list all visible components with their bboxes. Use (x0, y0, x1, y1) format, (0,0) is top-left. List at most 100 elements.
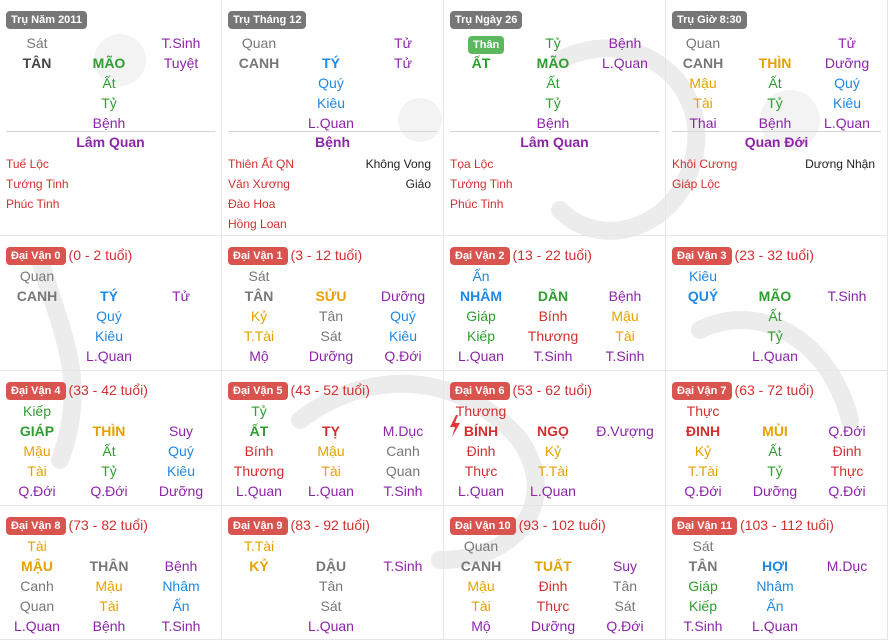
chart-cell-text: Kiêu (94, 328, 124, 344)
symbolic-star: Giáp Lộc (672, 177, 721, 191)
chart-cell-text: HỢI (762, 558, 788, 574)
chart-cell-text: Ất (768, 308, 782, 324)
chart-cell-text: Kỷ (250, 308, 268, 324)
chart-cell-text: Tân (318, 308, 344, 324)
chart-cell-text: Kiếp (22, 403, 52, 419)
chart-cell-text: Tỷ (545, 35, 561, 51)
luck-pillar-tag: Đại Vận 3 (672, 247, 732, 265)
chart-cell-text: ẤT (249, 423, 269, 439)
chart-cell-text: Quý (318, 75, 344, 91)
chart-cell-text: Tỷ (767, 463, 783, 479)
chart-cell-text: L.Quan (86, 348, 132, 364)
chart-cell-text: L.Quan (824, 115, 870, 131)
chart-cell-text: Giáp (688, 578, 718, 594)
symbolic-star: Dương Nhận (805, 157, 875, 171)
chart-cell-text: Bệnh (92, 618, 126, 634)
chart-cell-text: Tân (318, 578, 344, 594)
chart-cell-text: Canh (386, 443, 420, 459)
chart-cell-text: Kiêu (832, 95, 862, 111)
chart-cell-text: Ất (768, 75, 782, 91)
chart-cell-text: BÍNH (463, 423, 499, 439)
chart-cell-text: Q.Đới (684, 483, 722, 499)
chart-cell-text: Đ.Vượng (596, 423, 654, 439)
chart-cell-text: Q.Đới (18, 483, 56, 499)
chart-cell-text: CANH (460, 558, 502, 574)
chart-cell-text: KỶ (249, 558, 269, 574)
luck-pillar-cell: Đại Vận 0 (0 - 2 tuổi) Quan CANH TÝ Tử Quý Kiêu… (0, 236, 222, 371)
luck-pillar-cell: Đại Vận 3 (23 - 32 tuổi) Kiêu QUÝ MÃO T.Sinh Ấ… (666, 236, 888, 371)
chart-cell-text: Mộ (471, 618, 491, 634)
luck-pillar-cell: Đại Vận 4 (33 - 42 tuổi) Kiếp GIÁP THÌN Suy Mậ… (0, 371, 222, 506)
chart-cell-text: Tài (615, 328, 635, 344)
chart-cell-text: Tỷ (251, 403, 267, 419)
chart-cell-text: Tỷ (545, 95, 561, 111)
chart-cell-text: Ất (102, 443, 116, 459)
chart-cell-text: Tài (27, 463, 47, 479)
chart-cell-text: T.Sinh (533, 348, 573, 364)
chart-cell-text: Dưỡng (308, 348, 354, 364)
luck-pillar-header: Đại Vận 0 (0 - 2 tuổi) (6, 246, 132, 265)
chart-cell-text: Tỷ (767, 95, 783, 111)
symbolic-star: Giáo (405, 177, 431, 191)
pillar-cell: Trụ Năm 2011 Sát T.Sinh TÂN MÃO Tuyệt Ất Tỷ Bệnh… (0, 0, 222, 236)
chart-cell-text: Tài (321, 463, 341, 479)
age-range: (53 - 62 tuổi) (512, 381, 592, 398)
chart-cell-text: Đinh (538, 578, 568, 594)
chart-cell-text: Tử (838, 35, 856, 51)
chart-cell-text: Thực (830, 463, 864, 479)
chart-cell-text: NHÂM (460, 288, 502, 304)
luck-pillar-header: Đại Vận 8 (73 - 82 tuổi) (6, 516, 148, 535)
luck-pillar-header: Đại Vận 5 (43 - 52 tuổi) (228, 381, 370, 400)
chart-cell-text: T.Sinh (383, 483, 423, 499)
chart-cell-text: Thương (233, 463, 285, 479)
chart-cell-text: L.Quan (530, 483, 576, 499)
chart-cell-text: M.Dục (826, 558, 868, 574)
chart-cell-text: Quan (685, 35, 721, 51)
chart-cell-text: Q.Đới (90, 483, 128, 499)
symbolic-star: Phúc Tinh (450, 197, 504, 211)
luck-pillar-tag: Đại Vận 2 (450, 247, 510, 265)
symbolic-star: Hồng Loan (228, 217, 287, 231)
chart-cell-text: Mậu (611, 308, 639, 324)
chart-cell-text: Quý (168, 443, 194, 459)
chart-cell-text: DẦN (537, 288, 569, 304)
chart-cell-text: Dưỡng (530, 618, 576, 634)
chart-cell-text: TÂN (688, 558, 718, 574)
luck-pillar-cell: Đại Vận 10 (93 - 102 tuổi) Quan CANH TUẤT Suy… (444, 506, 666, 640)
chart-cell-text: Q.Đới (828, 423, 866, 439)
day-master-badge: Thân (468, 36, 505, 54)
chart-cell-text: L.Quan (752, 618, 798, 634)
chart-cell-text: Tử (394, 55, 412, 71)
chart-cell-text: T.Sinh (161, 35, 201, 51)
pillar-title-tag: Trụ Năm 2011 (6, 11, 87, 29)
chart-cell-text: MẬU (21, 558, 53, 574)
luck-pillar-tag: Đại Vận 6 (450, 382, 510, 400)
chart-cell-text: Ất (768, 443, 782, 459)
luck-pillar-tag: Đại Vận 8 (6, 517, 66, 535)
chart-cell-text: Ất (102, 75, 116, 91)
symbolic-star: Văn Xương (228, 177, 290, 191)
chart-cell-text: CANH (682, 55, 724, 71)
chart-cell-text: Giáp (466, 308, 496, 324)
luck-pillar-header: Đại Vận 9 (83 - 92 tuổi) (228, 516, 370, 535)
chart-cell-text: Quý (390, 308, 416, 324)
chart-cell-text: Q.Đới (384, 348, 422, 364)
symbolic-star: Thiên Ất QN (228, 157, 295, 171)
chart-cell-text: Tài (99, 598, 119, 614)
pillar-title-tag: Trụ Tháng 12 (228, 11, 307, 29)
chart-cell-text: Thực (464, 463, 498, 479)
symbolic-star: Tuế Lộc (6, 157, 49, 171)
chart-cell-text: Tuyệt (163, 55, 199, 71)
chart-cell-text: DẬU (315, 558, 347, 574)
luck-pillar-tag: Đại Vận 9 (228, 517, 288, 535)
pillar-cell: Trụ Ngày 26 Thân Tỷ Bệnh ẤT MÃO L.Quan Ất Tỷ Bệnh… (444, 0, 666, 236)
chart-cell-text: Kiêu (388, 328, 418, 344)
chart-cell-text: Mộ (249, 348, 269, 364)
symbolic-star: Không Vong (365, 157, 431, 171)
chart-cell-text: CANH (16, 288, 58, 304)
luck-pillar-cell: Đại Vận 11 (103 - 112 tuổi) Sát TÂN HỢI M.Dục… (666, 506, 888, 640)
chart-cell-text: Q.Đới (828, 483, 866, 499)
chart-cell-text: CANH (238, 55, 280, 71)
chart-cell-text: QUÝ (687, 288, 719, 304)
